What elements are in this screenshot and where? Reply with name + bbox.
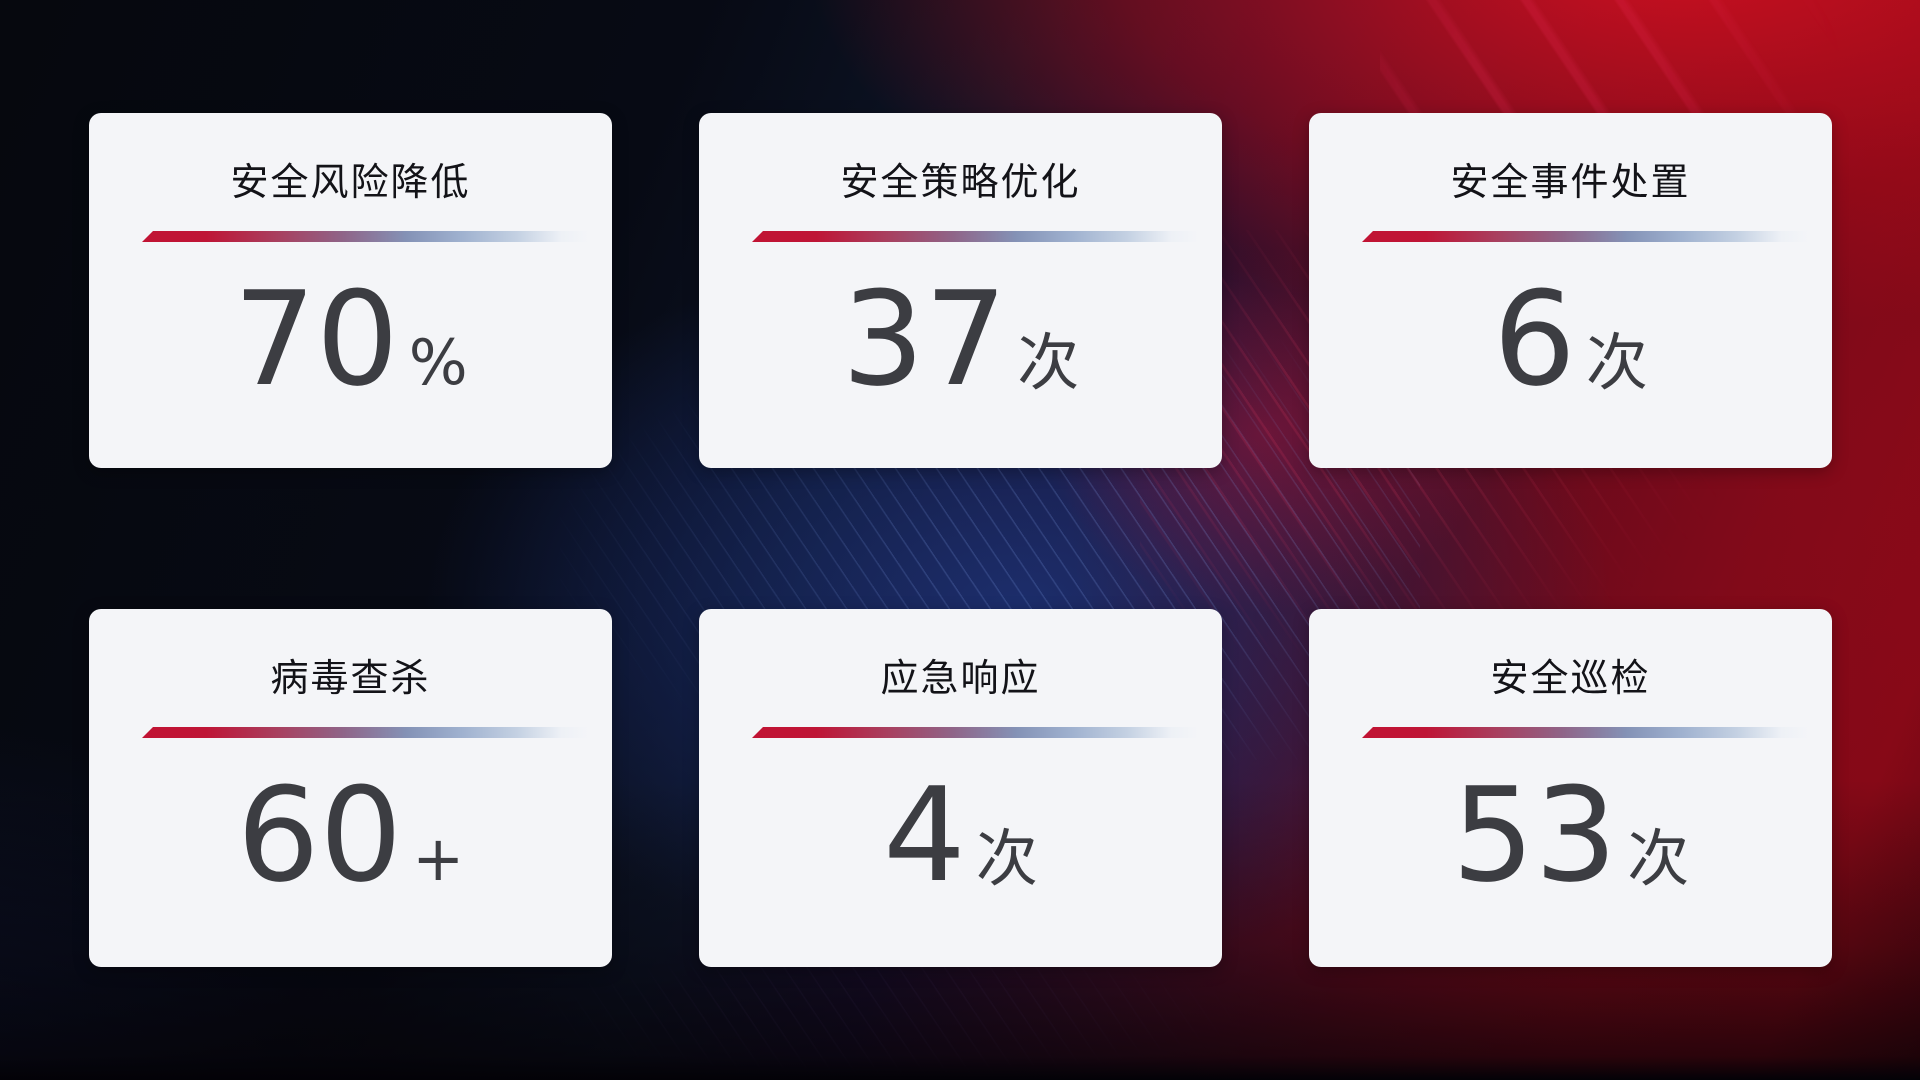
- stat-value-row: 70 %: [233, 274, 467, 404]
- stat-value: 37: [841, 263, 1008, 415]
- stat-value-row: 6 次: [1493, 274, 1648, 404]
- card-title: 安全策略优化: [840, 160, 1081, 204]
- stat-unit: 次: [1585, 326, 1648, 399]
- stat-value: 6: [1493, 263, 1576, 415]
- stat-unit: %: [408, 326, 468, 399]
- stat-value: 70: [233, 263, 399, 415]
- card-title: 安全巡检: [1490, 656, 1651, 700]
- stat-value-row: 37 次: [842, 274, 1079, 404]
- gradient-divider: [1362, 727, 1818, 738]
- stat-unit: 次: [975, 822, 1038, 895]
- stat-value-row: 60 +: [237, 770, 464, 900]
- stat-unit: +: [412, 822, 465, 895]
- stat-value: 4: [883, 759, 966, 911]
- gradient-divider: [1362, 231, 1818, 242]
- stat-value-row: 53 次: [1452, 770, 1689, 900]
- stat-card-policy-optimization: 安全策略优化 37 次: [699, 113, 1222, 468]
- stat-value: 53: [1451, 759, 1618, 911]
- stat-card-risk-reduction: 安全风险降低 70 %: [89, 113, 612, 468]
- stat-card-incident-handling: 安全事件处置 6 次: [1309, 113, 1832, 468]
- stat-card-emergency-response: 应急响应 4 次: [699, 609, 1222, 967]
- stat-card-security-inspection: 安全巡检 53 次: [1309, 609, 1832, 967]
- card-title: 安全事件处置: [1450, 160, 1691, 204]
- stat-unit: 次: [1627, 822, 1690, 895]
- card-title: 应急响应: [880, 656, 1041, 700]
- stat-unit: 次: [1017, 326, 1080, 399]
- stat-card-virus-scan: 病毒查杀 60 +: [89, 609, 612, 967]
- card-title: 病毒查杀: [270, 656, 431, 700]
- stat-value: 60: [236, 759, 403, 911]
- card-title: 安全风险降低: [230, 160, 471, 204]
- stat-value-row: 4 次: [883, 770, 1038, 900]
- gradient-divider: [142, 727, 598, 738]
- gradient-divider: [752, 231, 1208, 242]
- gradient-divider: [752, 727, 1208, 738]
- gradient-divider: [142, 231, 598, 242]
